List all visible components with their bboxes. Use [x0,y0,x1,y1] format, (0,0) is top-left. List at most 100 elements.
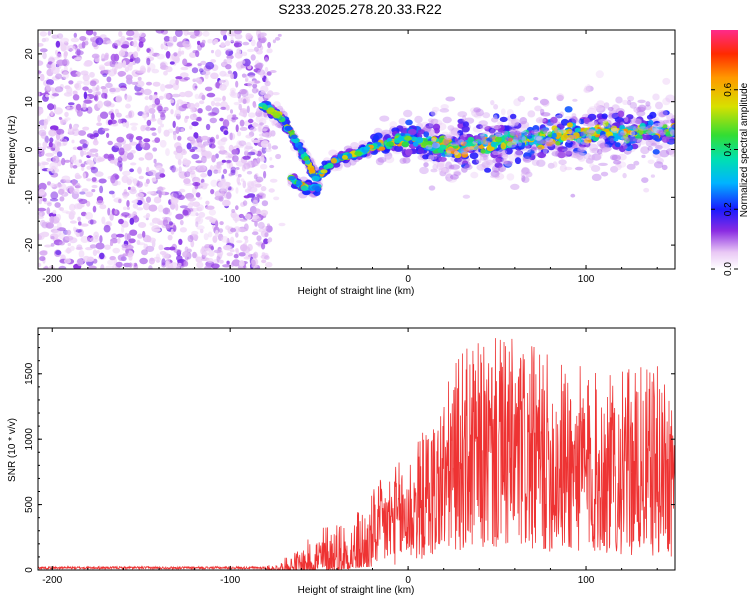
snr-y-label: SNR (10 * v/v) [7,418,18,482]
snr-x-label: Height of straight line (km) [298,585,415,596]
spectrogram-signal-cell [508,153,517,161]
spectrogram-noise-cell [49,137,54,143]
spectrogram-signal-cell [330,158,337,164]
spectrogram-noise-cell [275,153,282,160]
spectrogram-signal-cell [384,155,395,164]
spectrogram-noise-cell [232,114,237,118]
spectrogram-noise-cell [194,77,201,81]
spectrogram-signal-cell [414,115,423,124]
spectrogram-signal-cell [403,109,413,118]
spectrogram-signal-cell [527,149,535,156]
spectrogram-signal-cell [267,107,275,113]
spectrogram-halo-cell [620,121,625,126]
spectrogram-signal-cell [465,142,472,148]
spectrogram-noise-cell [227,70,233,75]
spectrogram-noise-cell [226,191,232,200]
spectrogram-signal-cell [510,113,517,120]
spectrogram-halo-cell [633,118,643,125]
spectrogram-halo-cell [497,121,504,126]
spectrogram-signal-cell [354,151,362,156]
spectrogram-noise-cell [177,171,182,176]
spectrogram-halo-cell [599,143,610,151]
spectrogram-noise-cell [148,50,155,56]
spectrogram-noise-cell [44,85,51,93]
spectrogram-noise-cell [126,37,134,41]
spectrogram-halo-cell [630,130,636,137]
spectrogram-noise-cell [224,48,233,52]
spectrogram-halo-cell [544,140,555,148]
spectrogram-halo-cell [445,153,453,158]
spectrogram-signal-cell [551,125,558,131]
spectrogram-noise-cell [243,195,251,199]
spectrogram-noise-cell [164,84,174,89]
spectrogram-noise-cell [221,236,229,243]
spectrogram-signal-cell [495,157,502,163]
spectrogram-halo-cell [513,136,522,140]
spectrogram-signal-cell [505,141,513,146]
spectrogram-noise-cell [221,159,227,163]
spectrogram-noise-cell [259,156,265,162]
spectrogram-noise-cell [115,112,122,118]
spectrogram-halo-cell [620,130,627,136]
spectrogram-halo-cell [622,99,629,105]
spectrogram-noise-cell [62,71,69,80]
spectrogram-noise-cell [165,148,170,157]
spectrogram-halo-cell [539,127,549,132]
spectrogram-noise-cell [114,39,121,47]
spectrogram-noise-cell [71,139,75,144]
spectrogram-noise-cell [253,46,259,52]
spectrogram-signal-cell [471,159,480,165]
spectrogram-halo-cell [651,124,658,131]
spectrogram-signal-cell [290,134,298,139]
spectrogram-noise-cell [53,107,63,115]
spectrogram-noise-cell [146,191,155,195]
spectrogram-noise-cell [226,260,230,265]
y-tick-label: 0 [24,567,35,573]
spectrogram-noise-cell [76,110,83,117]
spectrogram-noise-cell [139,32,146,38]
spectrogram-halo-cell [431,137,437,143]
spectrogram-noise-cell [242,60,246,64]
spectrogram-noise-cell [242,200,248,206]
spectrogram-noise-cell [123,222,129,228]
spectrogram-noise-cell [180,66,189,71]
spectrogram-halo-cell [671,124,675,129]
spectrogram-halo-cell [430,109,438,117]
x-tick-label: -100 [220,575,240,586]
spectrogram-noise-cell [42,197,47,202]
spectrogram-noise-cell [141,249,148,256]
spectrogram-noise-cell [59,207,64,212]
spectrogram-noise-cell [39,250,48,256]
spectrogram-signal-cell [604,141,613,148]
spectrogram-signal-cell [633,106,642,113]
spectrogram-signal-cell [441,166,450,174]
spectrogram-noise-cell [247,80,253,88]
spectrogram-noise-cell [86,237,91,243]
spectrogram-noise-cell [163,35,171,42]
spectrogram-noise-cell [79,191,86,195]
spectrogram-noise-cell [200,173,208,178]
spectrogram-noise-cell [51,34,59,39]
spectrogram-noise-cell [153,95,158,99]
spectrogram-noise-cell [254,150,258,154]
spectrogram-signal-cell [662,110,670,116]
spectrogram-signal-cell [556,131,562,138]
spectrogram-noise-cell [257,221,265,229]
spectrogram-halo-cell [490,100,495,106]
spectrogram-noise-cell [73,32,78,38]
spectrogram-signal-cell [655,101,663,110]
spectrogram-noise-cell [38,60,44,66]
spectrogram-signal-cell [542,136,549,142]
spectrogram-signal-cell [555,113,563,119]
spectrogram-noise-cell [222,264,231,268]
spectrogram-noise-cell [122,143,132,151]
colorbar-tick-label: 0.4 [723,142,734,156]
spectrogram-noise-cell [243,162,251,170]
spectrogram-halo-cell [465,146,471,151]
spectrogram-noise-cell [100,86,107,90]
spectrogram-halo-cell [480,138,488,145]
spectrogram-noise-cell [54,86,64,93]
spectrogram-noise-cell [256,235,262,242]
spectrogram-halo-cell [576,138,581,145]
spectrogram-noise-cell [128,111,133,118]
